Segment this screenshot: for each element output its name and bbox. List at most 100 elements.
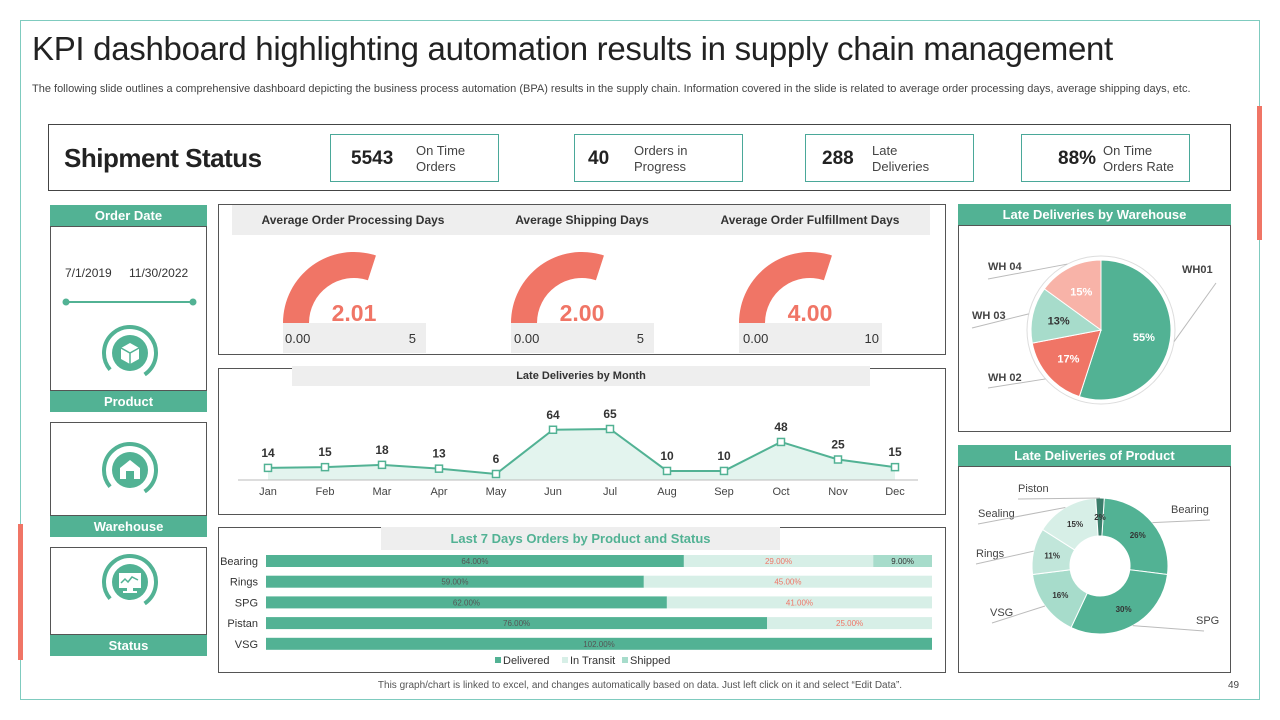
line-point xyxy=(833,455,843,464)
warehouse-pie-chart: 55% 17% 13% 15% WH01 WH 02 WH 03 WH 04 xyxy=(971,255,1217,405)
product-filter-header[interactable]: Product xyxy=(50,391,207,412)
x-tick-label: Sep xyxy=(714,486,734,498)
accent-bar-right xyxy=(1257,106,1262,240)
bar-segment-delivered xyxy=(266,575,644,588)
product-donut-title: Late Deliveries of Product xyxy=(958,445,1231,466)
line-data-label: 10 xyxy=(660,449,674,463)
kpi-value: 40 xyxy=(588,148,610,169)
kpi-label: Orders in Progress xyxy=(634,143,688,174)
line-data-label: 65 xyxy=(603,407,617,421)
pie-value-label: 15% xyxy=(1070,286,1092,298)
accent-bar-left xyxy=(18,524,23,660)
orders-stacked-bar-chart: Bearing 64.00% 29.00% 9.00% Rings 59.00% 45.00… xyxy=(220,555,932,667)
gauge-max: 5 xyxy=(408,331,416,346)
legend-swatch xyxy=(495,657,501,663)
donut-category-label: SPG xyxy=(1196,615,1219,627)
warehouse-icon-panel xyxy=(50,422,207,516)
kpi-label: On Time Orders xyxy=(416,143,466,174)
line-data-label: 6 xyxy=(493,452,500,466)
bar-category-label: Pistan xyxy=(227,618,258,630)
gauge-range-processing: 0.00 5 xyxy=(283,323,426,353)
donut-leader-line xyxy=(1132,625,1205,632)
line-data-label: 25 xyxy=(831,438,845,452)
donut-category-label: Sealing xyxy=(978,508,1015,520)
date-range-slider[interactable] xyxy=(60,296,200,308)
legend-swatch xyxy=(562,657,568,663)
bar-category-label: Bearing xyxy=(220,556,258,568)
line-point xyxy=(377,460,387,470)
date-slider-end-handle[interactable] xyxy=(189,298,197,306)
gauge-min: 0.00 xyxy=(743,331,769,346)
donut-value-label: 16% xyxy=(1052,591,1068,600)
bar-data-label: 102.00% xyxy=(583,640,615,649)
bar-data-label: 62.00% xyxy=(453,598,480,607)
footer-note: This graph/chart is linked to excel, and… xyxy=(377,680,903,691)
date-end[interactable]: 11/30/2022 xyxy=(129,266,189,280)
line-data-label: 64 xyxy=(546,408,560,422)
bar-data-label: 76.00% xyxy=(503,619,530,628)
gauge-value-label: 2.00 xyxy=(560,300,605,326)
donut-value-label: 2% xyxy=(1094,513,1106,522)
bar-segment-delivered xyxy=(266,617,768,630)
x-tick-label: Nov xyxy=(828,486,848,498)
pie-value-label: 55% xyxy=(1133,332,1155,344)
date-start[interactable]: 7/1/2019 xyxy=(65,266,112,280)
pie-leader-line xyxy=(971,313,1029,329)
gauge-range-fulfillment: 0.00 10 xyxy=(739,323,882,353)
line-point xyxy=(662,466,672,476)
x-tick-label: Jun xyxy=(544,486,562,498)
kpi-label: Late Deliveries xyxy=(872,143,930,174)
gauge-max: 10 xyxy=(864,331,879,346)
warehouse-filter-header[interactable]: Warehouse xyxy=(50,516,207,537)
pie-leader-line xyxy=(987,378,1046,389)
status-filter-header[interactable]: Status xyxy=(50,635,207,656)
x-tick-label: Mar xyxy=(373,486,392,498)
pie-slice xyxy=(1043,259,1102,331)
line-area xyxy=(268,429,895,480)
line-point xyxy=(491,469,501,479)
bar-segment-in-transit xyxy=(683,555,874,567)
kpi-value: 5543 xyxy=(351,148,394,169)
bar-segment-shipped xyxy=(873,555,932,567)
gauge-max: 5 xyxy=(636,331,644,346)
donut-leader-line xyxy=(975,550,1034,565)
kpi-late-deliveries: 288 Late Deliveries xyxy=(805,134,974,182)
bar-data-label: 29.00% xyxy=(765,557,792,566)
gauge-value-label: 2.01 xyxy=(332,300,377,326)
order-date-header: Order Date xyxy=(50,205,207,226)
product-donut-chart: 26% 30% 16% 11% 15% 2% Bearing SPG VSG Rings Seali… xyxy=(975,483,1219,635)
pie-category-label: WH 02 xyxy=(988,372,1022,384)
kpi-on-time-orders-rate: 88% On Time Orders Rate xyxy=(1021,134,1190,182)
donut-category-label: Piston xyxy=(1018,483,1049,495)
legend-label: Shipped xyxy=(630,655,670,667)
line-point xyxy=(434,464,444,473)
line-series xyxy=(267,427,896,476)
bar-segment-delivered xyxy=(266,555,684,567)
donut-category-label: VSG xyxy=(990,607,1013,619)
gauges-panel xyxy=(218,204,946,355)
pie-category-label: WH 03 xyxy=(972,310,1006,322)
gauge-arc xyxy=(739,252,832,323)
line-point xyxy=(320,462,330,472)
warehouse-pie-panel xyxy=(958,225,1231,432)
x-tick-label: Jan xyxy=(259,486,277,498)
bar-data-label: 41.00% xyxy=(786,598,813,607)
line-chart-title: Late Deliveries by Month xyxy=(292,366,870,386)
status-icon-panel xyxy=(50,547,207,635)
x-tick-label: Jul xyxy=(603,486,617,498)
donut-slice xyxy=(1070,569,1169,635)
date-slider-start-handle[interactable] xyxy=(62,298,70,306)
line-data-label: 15 xyxy=(318,445,332,459)
legend-swatch xyxy=(622,657,628,663)
bar-segment-in-transit xyxy=(767,617,932,630)
donut-slice xyxy=(1101,497,1169,576)
bar-segment-in-transit xyxy=(643,575,932,588)
kpi-on-time-orders: 5543 On Time Orders xyxy=(330,134,499,182)
page-number: 49 xyxy=(1228,680,1240,691)
x-tick-label: Oct xyxy=(772,486,789,498)
pie-value-label: 13% xyxy=(1048,316,1070,328)
monitor-status-icon xyxy=(102,554,158,610)
x-tick-label: Aug xyxy=(657,486,677,498)
page-title: KPI dashboard highlighting automation re… xyxy=(32,30,1113,67)
line-point xyxy=(263,463,273,473)
